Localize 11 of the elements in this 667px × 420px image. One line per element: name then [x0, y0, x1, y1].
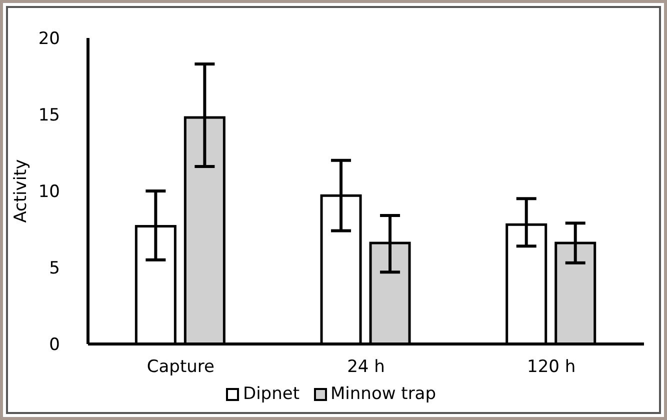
y-tick-label: 20: [38, 29, 60, 50]
x-tick-label: 24 h: [347, 357, 385, 378]
x-tick-label: 120 h: [527, 357, 576, 378]
y-axis-title: Activity: [11, 159, 32, 223]
legend-label: Dipnet: [242, 384, 300, 404]
y-tick-label: 10: [38, 182, 60, 202]
x-tick-label: Capture: [146, 357, 214, 378]
legend-label: Minnow trap: [330, 384, 436, 404]
y-tick-label: 0: [49, 335, 60, 356]
y-tick-label: 5: [49, 258, 60, 279]
y-tick-label: 15: [38, 106, 60, 126]
